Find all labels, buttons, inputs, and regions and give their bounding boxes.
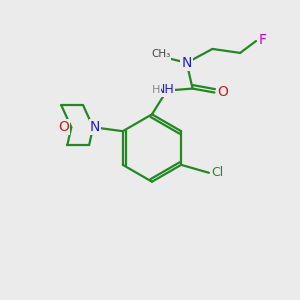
Text: CH₃: CH₃ xyxy=(151,49,170,59)
Text: H: H xyxy=(152,85,160,94)
Text: Cl: Cl xyxy=(212,166,224,179)
Text: O: O xyxy=(58,120,69,134)
Text: NH: NH xyxy=(155,83,174,96)
Text: N: N xyxy=(182,56,192,70)
Text: O: O xyxy=(217,85,228,98)
Text: N: N xyxy=(90,120,100,134)
Text: F: F xyxy=(259,33,267,47)
